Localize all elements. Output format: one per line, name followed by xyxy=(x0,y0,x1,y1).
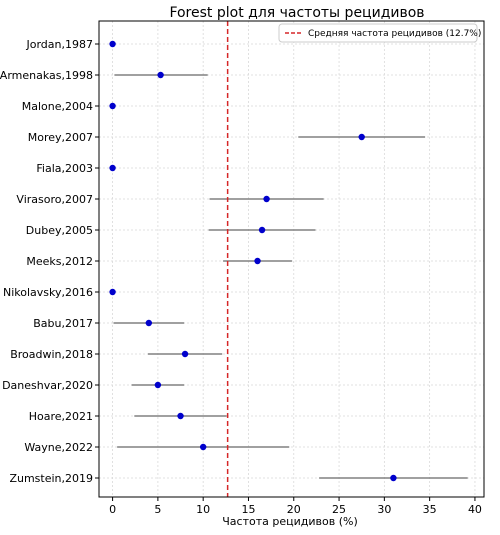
study-label: Morey,2007 xyxy=(28,131,93,144)
point-estimate xyxy=(154,381,162,389)
point-estimate xyxy=(109,40,116,48)
legend-box xyxy=(278,23,478,43)
point-estimate xyxy=(199,443,207,451)
plot-frame xyxy=(98,20,485,498)
study-label: Malone,2004 xyxy=(22,100,93,113)
point-estimate xyxy=(109,102,116,110)
point-estimate xyxy=(145,319,153,327)
x-tick-label: 30 xyxy=(377,503,391,516)
study-label: Armenakas,1998 xyxy=(0,69,93,82)
point-estimate xyxy=(254,257,261,265)
study-label: Fiala,2003 xyxy=(36,162,93,175)
study-label: Dubey,2005 xyxy=(26,224,93,237)
study-label: Jordan,1987 xyxy=(26,38,94,51)
study-label: Wayne,2022 xyxy=(24,441,93,454)
x-tick-label: 40 xyxy=(468,503,482,516)
point-estimate xyxy=(390,474,397,482)
point-estimate xyxy=(109,288,116,296)
study-label: Meeks,2012 xyxy=(26,255,93,268)
study-label: Babu,2017 xyxy=(33,317,93,330)
x-axis-label: Частота рецидивов (%) xyxy=(222,515,357,528)
study-label: Hoare,2021 xyxy=(29,410,93,423)
point-estimates xyxy=(109,40,397,482)
chart-title: Forest plot для частоты рецидивов xyxy=(169,5,424,21)
study-label: Zumstein,2019 xyxy=(9,472,93,485)
study-label: Broadwin,2018 xyxy=(10,348,93,361)
x-tick-label: 25 xyxy=(332,503,346,516)
legend: Средняя частота рецидивов (12.7%) xyxy=(278,23,481,43)
point-estimate xyxy=(258,226,266,234)
gridlines xyxy=(99,21,484,497)
x-tick-label: 15 xyxy=(241,503,255,516)
x-tick-label: 5 xyxy=(154,503,161,516)
y-axis-ticks: Jordan,1987 Armenakas,1998 Malone,2004 More… xyxy=(0,38,99,485)
point-estimate xyxy=(181,350,189,358)
x-axis-ticks: 0 5 10 15 20 25 30 35 40 xyxy=(109,497,482,516)
point-estimate xyxy=(157,71,164,79)
point-estimate xyxy=(263,195,270,203)
x-tick-label: 0 xyxy=(109,503,116,516)
x-tick-label: 10 xyxy=(196,503,210,516)
point-estimate xyxy=(109,164,116,172)
study-label: Daneshvar,2020 xyxy=(2,379,93,392)
point-estimate xyxy=(358,133,365,141)
x-tick-label: 20 xyxy=(287,503,301,516)
study-label: Virasoro,2007 xyxy=(16,193,93,206)
point-estimate xyxy=(177,412,184,420)
legend-mean-label: Средняя частота рецидивов (12.7%) xyxy=(308,29,481,39)
study-label: Nikolavsky,2016 xyxy=(3,286,93,299)
confidence-intervals xyxy=(113,74,468,479)
x-tick-label: 35 xyxy=(423,503,437,516)
